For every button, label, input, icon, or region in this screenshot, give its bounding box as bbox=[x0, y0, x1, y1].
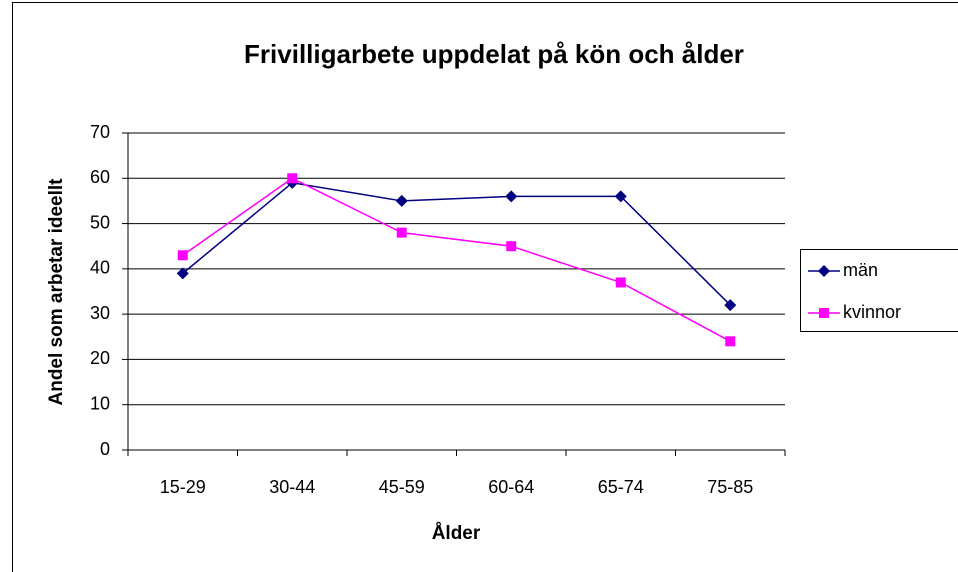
point bbox=[615, 277, 626, 288]
point bbox=[724, 299, 737, 312]
x-tick-label: 75-85 bbox=[707, 477, 753, 497]
x-tick-label: 65-74 bbox=[598, 477, 644, 497]
x-tick-label: 60-64 bbox=[488, 477, 534, 497]
y-tick-label: 20 bbox=[90, 348, 110, 368]
point bbox=[176, 267, 189, 280]
series-line bbox=[182, 177, 731, 342]
series-line bbox=[182, 182, 731, 306]
point bbox=[505, 190, 518, 203]
chart-title: Frivilligarbete uppdelat på kön och ålde… bbox=[244, 39, 744, 69]
y-axis-label: Andel som arbetar ideellt bbox=[46, 178, 67, 406]
point bbox=[395, 194, 408, 207]
point bbox=[287, 173, 298, 184]
legend-marker bbox=[819, 308, 829, 318]
y-tick-label: 40 bbox=[90, 258, 110, 278]
x-tick-label: 15-29 bbox=[160, 477, 206, 497]
point bbox=[506, 241, 517, 252]
point bbox=[614, 190, 627, 203]
y-tick-label: 10 bbox=[90, 393, 110, 413]
point bbox=[177, 250, 188, 261]
x-tick-label: 30-44 bbox=[269, 477, 315, 497]
x-tick-label: 45-59 bbox=[379, 477, 425, 497]
point bbox=[725, 336, 736, 347]
x-axis-label: Ålder bbox=[432, 523, 481, 544]
y-tick-label: 0 bbox=[100, 439, 110, 459]
legend-label: kvinnor bbox=[843, 302, 901, 322]
point bbox=[396, 227, 407, 238]
legend-marker bbox=[818, 265, 830, 277]
y-tick-label: 70 bbox=[90, 122, 110, 142]
y-tick-label: 30 bbox=[90, 303, 110, 323]
y-tick-label: 50 bbox=[90, 212, 110, 232]
y-tick-label: 60 bbox=[90, 167, 110, 187]
legend-label: män bbox=[843, 260, 878, 280]
